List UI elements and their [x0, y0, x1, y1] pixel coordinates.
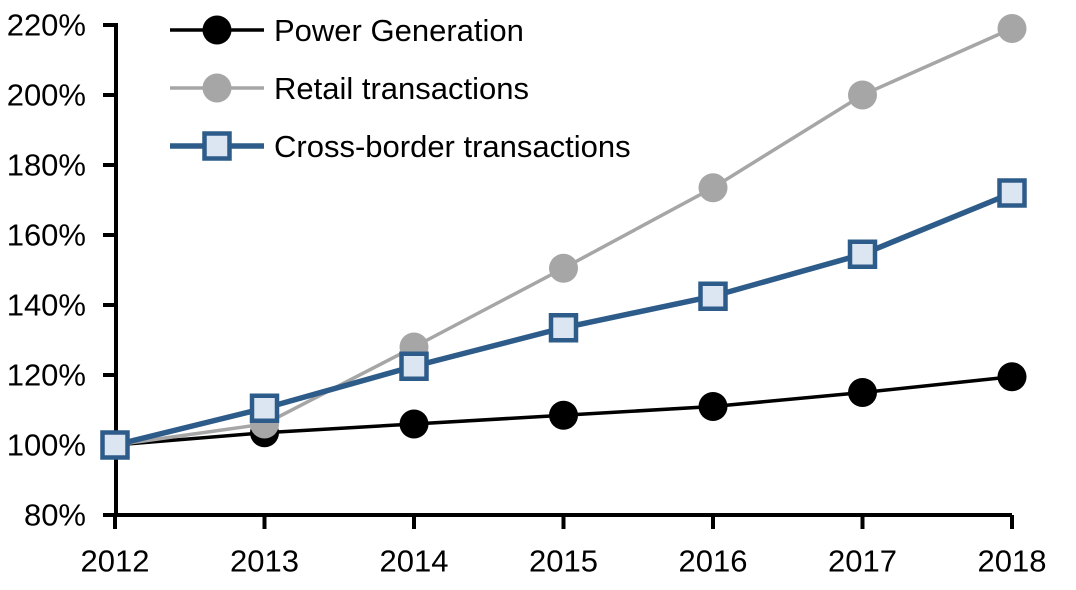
- x-tick-label: 2012: [81, 544, 150, 579]
- marker-retail-transactions-2017: [848, 80, 877, 110]
- x-tick-label: 2015: [529, 544, 598, 579]
- marker-power-generation-2014: [399, 409, 429, 439]
- marker-retail-transactions-2016: [698, 173, 728, 203]
- y-tick-label: 160%: [7, 218, 86, 253]
- marker-power-generation-2015: [549, 400, 578, 430]
- marker-power-generation-2016: [698, 392, 728, 421]
- marker-cross-border-transactions-2016: [698, 281, 728, 311]
- marker-cross-border-transactions-2014: [399, 351, 429, 381]
- legend-label: Power Generation: [274, 12, 524, 48]
- y-tick-label: 100%: [7, 428, 86, 463]
- marker-cross-border-transactions-2018: [997, 178, 1027, 208]
- line-circle-marker-icon: [170, 15, 264, 45]
- legend-marker-circle-icon: [202, 73, 232, 103]
- y-tick-label: 140%: [7, 288, 86, 323]
- marker-cross-border-transactions-2017: [847, 239, 878, 269]
- marker-cross-border-transactions-2012: [100, 430, 130, 460]
- marker-cross-border-transactions-2013: [249, 393, 280, 423]
- y-tick-label: 120%: [7, 358, 86, 393]
- legend-marker-square-icon: [202, 131, 232, 161]
- y-tick-label: 220%: [7, 8, 86, 43]
- legend-label: Cross-border transactions: [274, 128, 631, 164]
- marker-cross-border-transactions-2015: [548, 313, 579, 343]
- x-tick-label: 2013: [230, 544, 299, 579]
- legend-marker-circle-icon: [202, 15, 232, 45]
- y-tick-label: 180%: [7, 148, 86, 183]
- line-square-marker-icon: [170, 131, 264, 161]
- x-tick-label: 2016: [679, 544, 748, 579]
- y-tick-label: 200%: [7, 78, 86, 113]
- marker-retail-transactions-2018: [997, 14, 1027, 43]
- legend: Power Generation Retail transactions Cro…: [168, 1, 631, 175]
- legend-item-cross-border-transactions: Cross-border transactions: [168, 117, 631, 175]
- x-tick-label: 2017: [828, 544, 897, 579]
- marker-retail-transactions-2015: [549, 253, 578, 283]
- y-tick-label: 80%: [24, 498, 86, 533]
- marker-power-generation-2018: [997, 362, 1027, 392]
- line-circle-marker-icon: [170, 73, 264, 103]
- x-tick-label: 2018: [978, 544, 1047, 579]
- x-tick-label: 2014: [380, 544, 449, 579]
- legend-item-retail-transactions: Retail transactions: [168, 59, 631, 117]
- legend-item-power-generation: Power Generation: [168, 1, 631, 59]
- legend-label: Retail transactions: [274, 70, 530, 106]
- marker-power-generation-2017: [848, 378, 877, 407]
